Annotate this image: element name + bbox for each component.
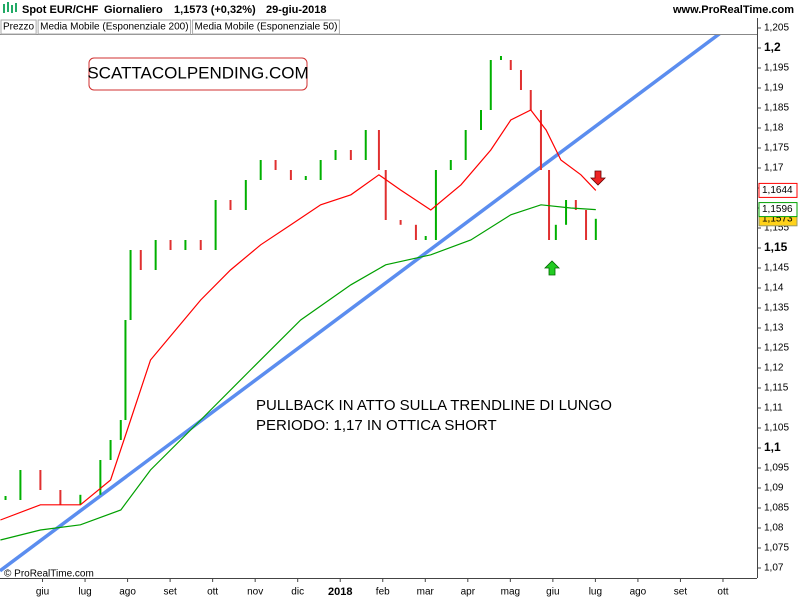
x-tick-label: set bbox=[674, 587, 688, 598]
icon bbox=[3, 2, 17, 13]
plot-area bbox=[0, 35, 721, 573]
x-tick-label: ott bbox=[207, 587, 218, 598]
legend-box bbox=[37, 19, 192, 35]
price-tag-label: 1,1573 bbox=[762, 213, 793, 224]
y-tick-label: 1,145 bbox=[764, 263, 789, 274]
x-tick-label: set bbox=[163, 587, 177, 598]
y-tick-label: 1,11 bbox=[764, 403, 783, 414]
y-tick-label: 1,18 bbox=[764, 123, 784, 134]
legend-label: Media Mobile (Esponenziale 200) bbox=[40, 22, 188, 33]
annotation: PERIODO: 1,17 IN OTTICA SHORT bbox=[256, 417, 497, 434]
y-tick-label: 1,125 bbox=[764, 343, 789, 354]
x-tick-label: lug bbox=[589, 587, 602, 598]
y-tick-label: 1,085 bbox=[764, 503, 789, 514]
last-quote: 1,1573 (+0,32%) bbox=[174, 4, 256, 16]
x-tick-label: dic bbox=[291, 587, 304, 598]
y-tick-label: 1,115 bbox=[764, 383, 789, 394]
y-tick-label: 1,135 bbox=[764, 303, 789, 314]
y-tick-label: 1,19 bbox=[764, 83, 784, 94]
price-tag-label: 1,1644 bbox=[762, 185, 793, 196]
y-tick-label: 1,17 bbox=[764, 163, 784, 174]
legend-item: Media Mobile (Esponenziale 200) bbox=[37, 19, 192, 35]
y-tick-label: 1,2 bbox=[764, 40, 781, 54]
y-tick-label: 1,195 bbox=[764, 63, 789, 74]
x-tick-label: ott bbox=[717, 587, 728, 598]
source: www.ProRealTime.com bbox=[672, 4, 794, 16]
timeframe: Giornaliero bbox=[104, 4, 163, 16]
legend-item: Prezzo bbox=[0, 19, 37, 35]
date: 29-giu-2018 bbox=[266, 4, 327, 16]
x-tick-label: ago bbox=[630, 587, 647, 598]
x-tick-label: ago bbox=[119, 587, 136, 598]
x-tick-label: nov bbox=[247, 587, 263, 598]
x-tick-label: mar bbox=[417, 587, 435, 598]
x-tick-label: 2018 bbox=[328, 586, 352, 598]
y-tick-label: 1,14 bbox=[764, 283, 784, 294]
legend-item: Media Mobile (Esponenziale 50) bbox=[192, 19, 340, 35]
y-tick-label: 1,13 bbox=[764, 323, 784, 334]
legend-label: Media Mobile (Esponenziale 50) bbox=[195, 22, 338, 33]
y-tick-label: 1,095 bbox=[764, 463, 789, 474]
y-tick-label: 1,105 bbox=[764, 423, 789, 434]
legend-box bbox=[192, 19, 340, 35]
x-tick-label: feb bbox=[376, 587, 390, 598]
legend: Prezzo Media Mobile (Esponenziale 200) Med… bbox=[0, 19, 340, 35]
y-tick-label: 1,205 bbox=[764, 23, 789, 34]
trendline bbox=[0, 35, 721, 573]
y-tick-label: 1,07 bbox=[764, 563, 784, 574]
annotation-box bbox=[88, 57, 308, 91]
legend-box bbox=[0, 19, 37, 35]
y-tick-label: 1,155 bbox=[764, 223, 789, 234]
y-tick-label: 1,075 bbox=[764, 543, 789, 554]
y-tick-label: 1,175 bbox=[764, 143, 789, 154]
copyright: © ProRealTime.com bbox=[4, 569, 94, 580]
y-tick-label: 1,185 bbox=[764, 103, 789, 114]
y-tick-label: 1,15 bbox=[764, 240, 788, 254]
instrument: Spot EUR/CHF bbox=[22, 4, 99, 16]
x-tick-label: giu bbox=[546, 587, 559, 598]
annotation: SCATTACOLPENDING.COM bbox=[87, 63, 308, 82]
price-tag-label: 1,1596 bbox=[762, 204, 793, 215]
moving-average bbox=[0, 109, 597, 521]
moving-average bbox=[0, 204, 596, 541]
x-tick-label: apr bbox=[461, 587, 476, 598]
up-arrow bbox=[544, 260, 560, 276]
legend-label: Prezzo bbox=[3, 22, 35, 33]
y-tick-label: 1,08 bbox=[764, 523, 784, 534]
annotation: PULLBACK IN ATTO SULLA TRENDLINE DI LUNG… bbox=[256, 397, 612, 414]
y-tick-label: 1,09 bbox=[764, 483, 784, 494]
price-tag bbox=[758, 182, 798, 198]
x-tick-label: lug bbox=[78, 587, 91, 598]
y-tick-label: 1,12 bbox=[764, 363, 784, 374]
x-tick-label: mag bbox=[501, 587, 520, 598]
x-tick-label: giu bbox=[36, 587, 49, 598]
down-arrow bbox=[590, 170, 606, 186]
y-tick-label: 1,1 bbox=[764, 440, 781, 454]
ticks: 1,07 1,075 1,08 1,085 1,09 1,095 1,1 1,105 1,11 1… bbox=[36, 23, 790, 598]
price-tag bbox=[758, 202, 798, 218]
